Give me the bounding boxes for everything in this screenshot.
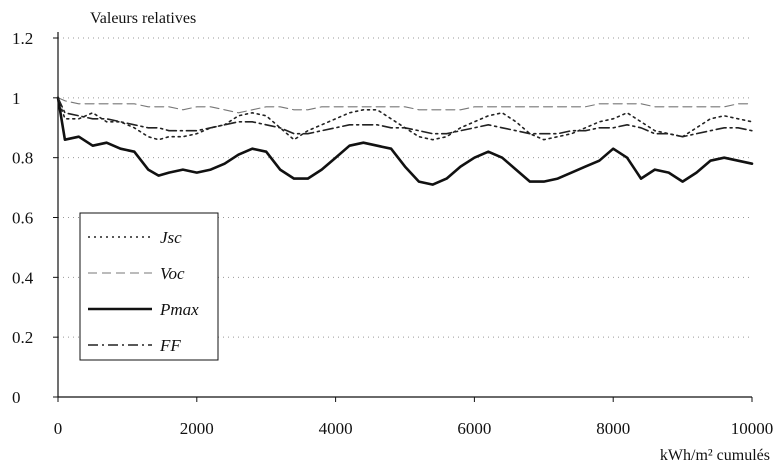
legend-label-jsc: Jsc — [160, 228, 182, 247]
series-line-voc — [57, 97, 753, 114]
x-axis-title: kWh/m² cumulés — [660, 447, 770, 464]
legend-label-ff: FF — [159, 336, 181, 355]
y-tick-label: 1 — [12, 89, 21, 108]
y-tick-label: 0.8 — [12, 149, 33, 168]
x-tick-label: 8000 — [596, 419, 630, 438]
legend-label-pmax: Pmax — [159, 300, 199, 319]
y-axis-title: Valeurs relatives — [90, 10, 196, 27]
legend: Jsc Voc Pmax FF — [79, 212, 219, 361]
x-tick-label: 10000 — [731, 419, 774, 438]
x-axis-ticks: 0 2000 4000 6000 8000 10000 — [54, 397, 774, 438]
x-tick-label: 2000 — [180, 419, 214, 438]
x-tick-label: 6000 — [457, 419, 491, 438]
series-lines — [56, 96, 754, 186]
series-line-pmax — [56, 96, 754, 186]
y-tick-label: 0 — [12, 388, 21, 407]
legend-label-voc: Voc — [160, 264, 185, 283]
y-tick-label: 0.2 — [12, 328, 33, 347]
legend-box — [79, 212, 219, 361]
x-tick-label: 4000 — [319, 419, 353, 438]
y-tick-label: 1.2 — [12, 29, 33, 48]
axes — [57, 32, 752, 398]
series-line-ff — [57, 97, 753, 138]
y-tick-label: 0.4 — [12, 268, 34, 287]
y-tick-label: 0.6 — [12, 209, 33, 228]
y-axis-ticks: 0 0.2 0.4 0.6 0.8 1 1.2 — [12, 29, 58, 407]
series-line-jsc — [57, 97, 753, 141]
x-tick-label: 0 — [54, 419, 63, 438]
